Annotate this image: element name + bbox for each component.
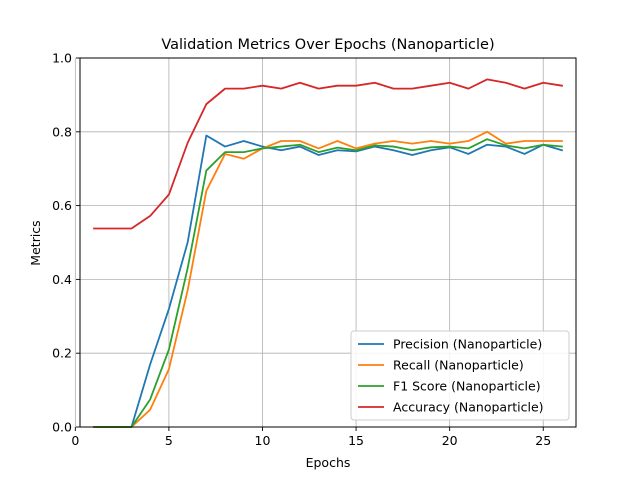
y-tick-label: 0.2 — [52, 346, 72, 361]
series-line-1 — [93, 134, 564, 428]
x-axis-label: Epochs — [306, 455, 351, 470]
legend-label-2: Recall (Nanoparticle) — [393, 358, 524, 373]
x-tick-label: 0 — [71, 433, 79, 448]
legend: Precision (Nanoparticle) Recall (Nanopart… — [350, 330, 570, 421]
series-lines — [93, 78, 564, 428]
series-line-3 — [93, 138, 563, 428]
legend-label-1: Precision (Nanoparticle) — [393, 337, 542, 352]
x-tick-label: 10 — [255, 433, 271, 448]
x-tick-label: 20 — [442, 433, 458, 448]
y-tick-label: 0.4 — [52, 272, 72, 287]
x-tick-label: 25 — [535, 433, 551, 448]
legend-label-4: Accuracy (Nanoparticle) — [393, 400, 544, 415]
y-axis-label: Metrics — [28, 220, 43, 265]
y-tick-label: 0.6 — [52, 198, 72, 213]
x-tick-label: 15 — [348, 433, 364, 448]
legend-label-3: F1 Score (Nanoparticle) — [393, 379, 541, 394]
legend-box — [350, 330, 570, 421]
y-axis-ticks: 0.0 0.2 0.4 0.6 0.8 1.0 — [52, 51, 80, 435]
series-line-4 — [93, 78, 563, 230]
y-tick-label: 0.8 — [52, 124, 72, 139]
chart-title: Validation Metrics Over Epochs (Nanopart… — [161, 37, 494, 53]
series-line-2 — [93, 130, 563, 428]
y-tick-label: 0.0 — [52, 420, 72, 435]
x-axis-ticks: 0 5 10 15 20 25 — [71, 427, 551, 448]
y-tick-label: 1.0 — [52, 51, 72, 66]
x-tick-label: 5 — [165, 433, 173, 448]
axes-border — [79, 57, 577, 428]
axes-frame — [79, 57, 577, 428]
